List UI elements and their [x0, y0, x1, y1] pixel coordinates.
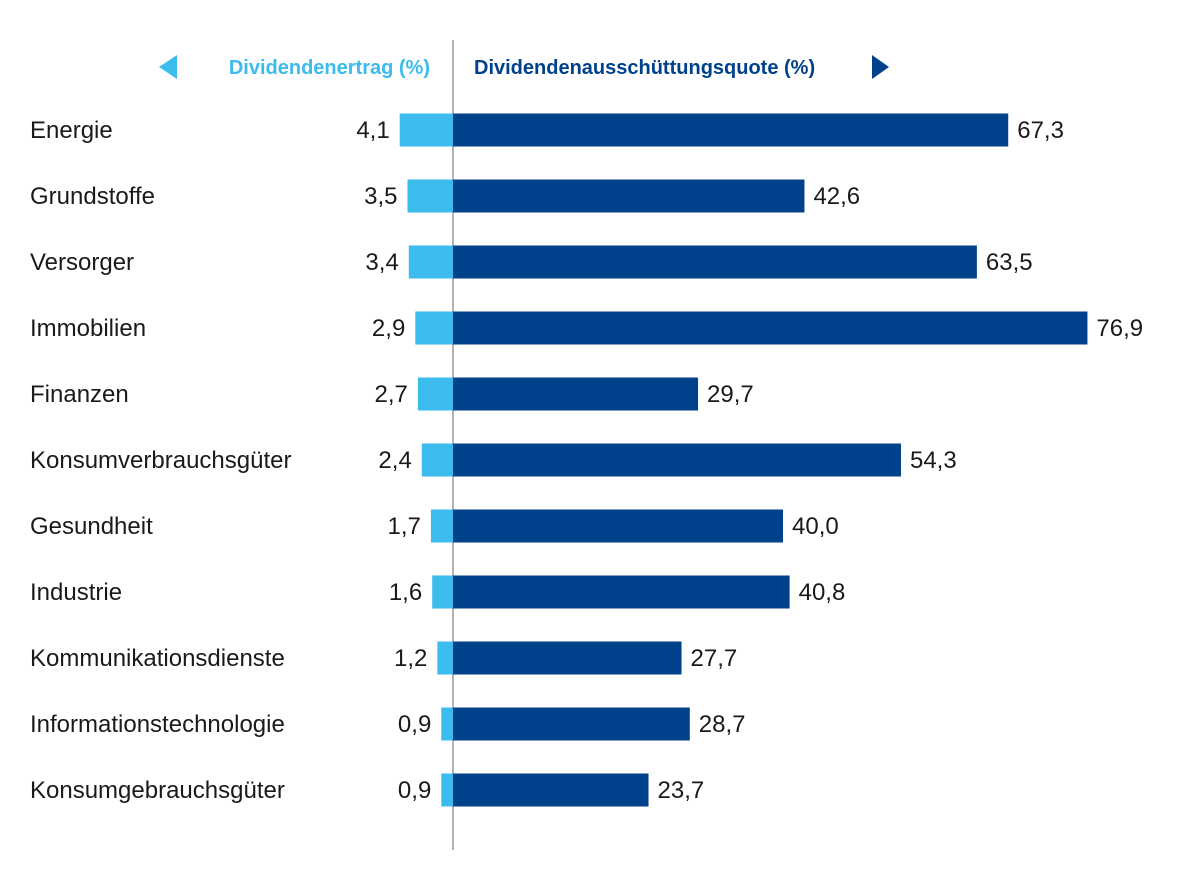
yield-bar	[399, 113, 453, 147]
payout-bar	[453, 509, 783, 543]
payout-value-label: 40,0	[792, 513, 839, 540]
payout-value-label: 28,7	[699, 711, 746, 738]
yield-value-label: 3,4	[365, 249, 398, 276]
category-label: Gesundheit	[30, 513, 153, 540]
payout-value-label: 42,6	[813, 183, 860, 210]
yield-value-label: 2,9	[372, 315, 405, 342]
yield-value-label: 4,1	[356, 117, 389, 144]
category-label: Immobilien	[30, 315, 146, 342]
payout-bar	[453, 311, 1088, 345]
payout-bar	[453, 245, 977, 279]
yield-bar	[441, 707, 453, 741]
arrow-right-icon	[872, 55, 889, 79]
payout-bar	[453, 773, 649, 807]
category-label: Finanzen	[30, 381, 129, 408]
yield-bar	[421, 443, 453, 477]
category-label: Versorger	[30, 249, 134, 276]
category-label: Informationstechnologie	[30, 711, 285, 738]
payout-bar	[453, 113, 1009, 147]
yield-bar	[441, 773, 453, 807]
yield-value-label: 2,4	[378, 447, 411, 474]
yield-value-label: 3,5	[364, 183, 397, 210]
payout-value-label: 67,3	[1017, 117, 1064, 144]
yield-value-label: 0,9	[398, 711, 431, 738]
category-label: Industrie	[30, 579, 122, 606]
legend-right-label: Dividendenausschüttungsquote (%)	[474, 57, 815, 79]
yield-bar	[432, 575, 453, 609]
yield-bar	[407, 179, 453, 213]
yield-value-label: 2,7	[375, 381, 408, 408]
payout-value-label: 23,7	[658, 777, 705, 804]
yield-value-label: 1,7	[388, 513, 421, 540]
payout-bar	[453, 575, 790, 609]
payout-bar	[453, 377, 699, 411]
category-label: Grundstoffe	[30, 183, 155, 210]
yield-bar	[408, 245, 453, 279]
payout-value-label: 40,8	[799, 579, 846, 606]
yield-bar	[415, 311, 453, 345]
category-label: Konsumverbrauchsgüter	[30, 447, 291, 474]
payout-value-label: 76,9	[1096, 315, 1143, 342]
payout-bar	[453, 179, 805, 213]
payout-value-label: 27,7	[691, 645, 738, 672]
category-label: Konsumgebrauchsgüter	[30, 777, 285, 804]
category-label: Kommunikationsdienste	[30, 645, 285, 672]
yield-bar	[417, 377, 453, 411]
payout-bar	[453, 443, 901, 477]
arrow-left-icon	[159, 55, 177, 79]
payout-bar	[453, 707, 690, 741]
yield-value-label: 1,2	[394, 645, 427, 672]
payout-value-label: 54,3	[910, 447, 957, 474]
yield-bar	[430, 509, 453, 543]
payout-value-label: 29,7	[707, 381, 754, 408]
yield-value-label: 1,6	[389, 579, 422, 606]
yield-bar	[437, 641, 453, 675]
yield-value-label: 0,9	[398, 777, 431, 804]
category-label: Energie	[30, 117, 113, 144]
payout-value-label: 63,5	[986, 249, 1033, 276]
payout-bar	[453, 641, 682, 675]
legend-left-label: Dividendenertrag (%)	[229, 57, 430, 79]
